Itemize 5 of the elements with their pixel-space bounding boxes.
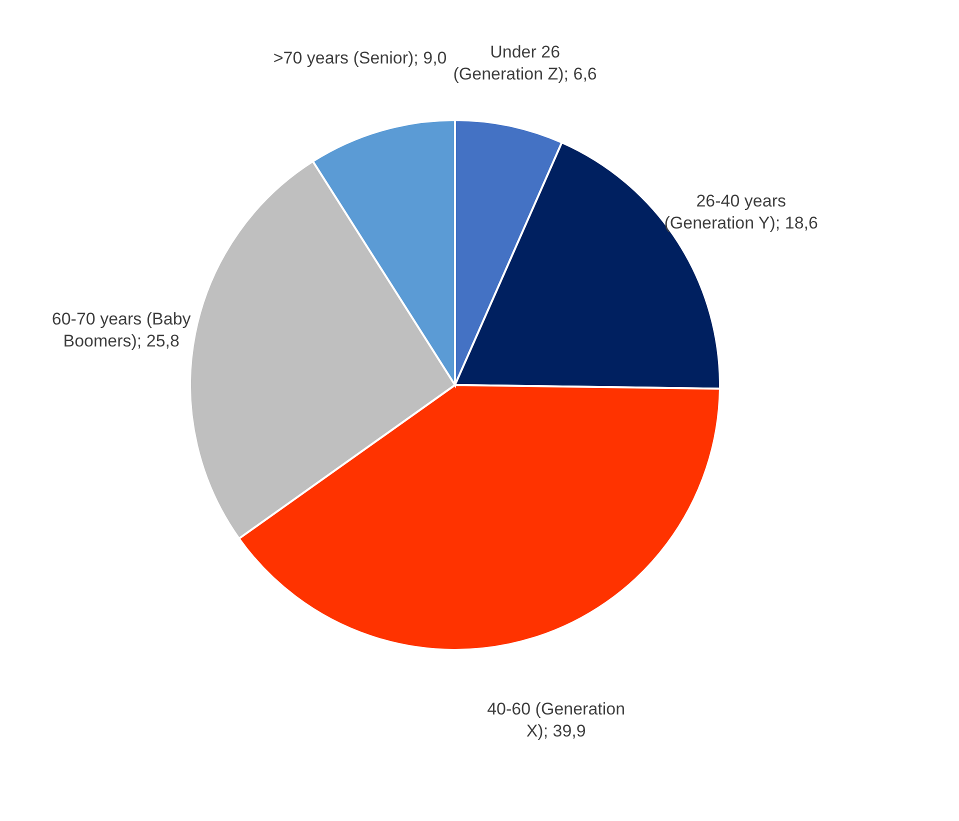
slice-label: Under 26 (Generation Z); 6,6 [453,42,597,84]
slice-label: >70 years (Senior); 9,0 [273,48,447,68]
slice-label: 26-40 years (Generation Y); 18,6 [664,191,818,232]
slice-label: 40-60 (Generation X); 39,9 [487,700,626,741]
slice-label: 60-70 years (Baby Boomers); 25,8 [52,310,192,351]
